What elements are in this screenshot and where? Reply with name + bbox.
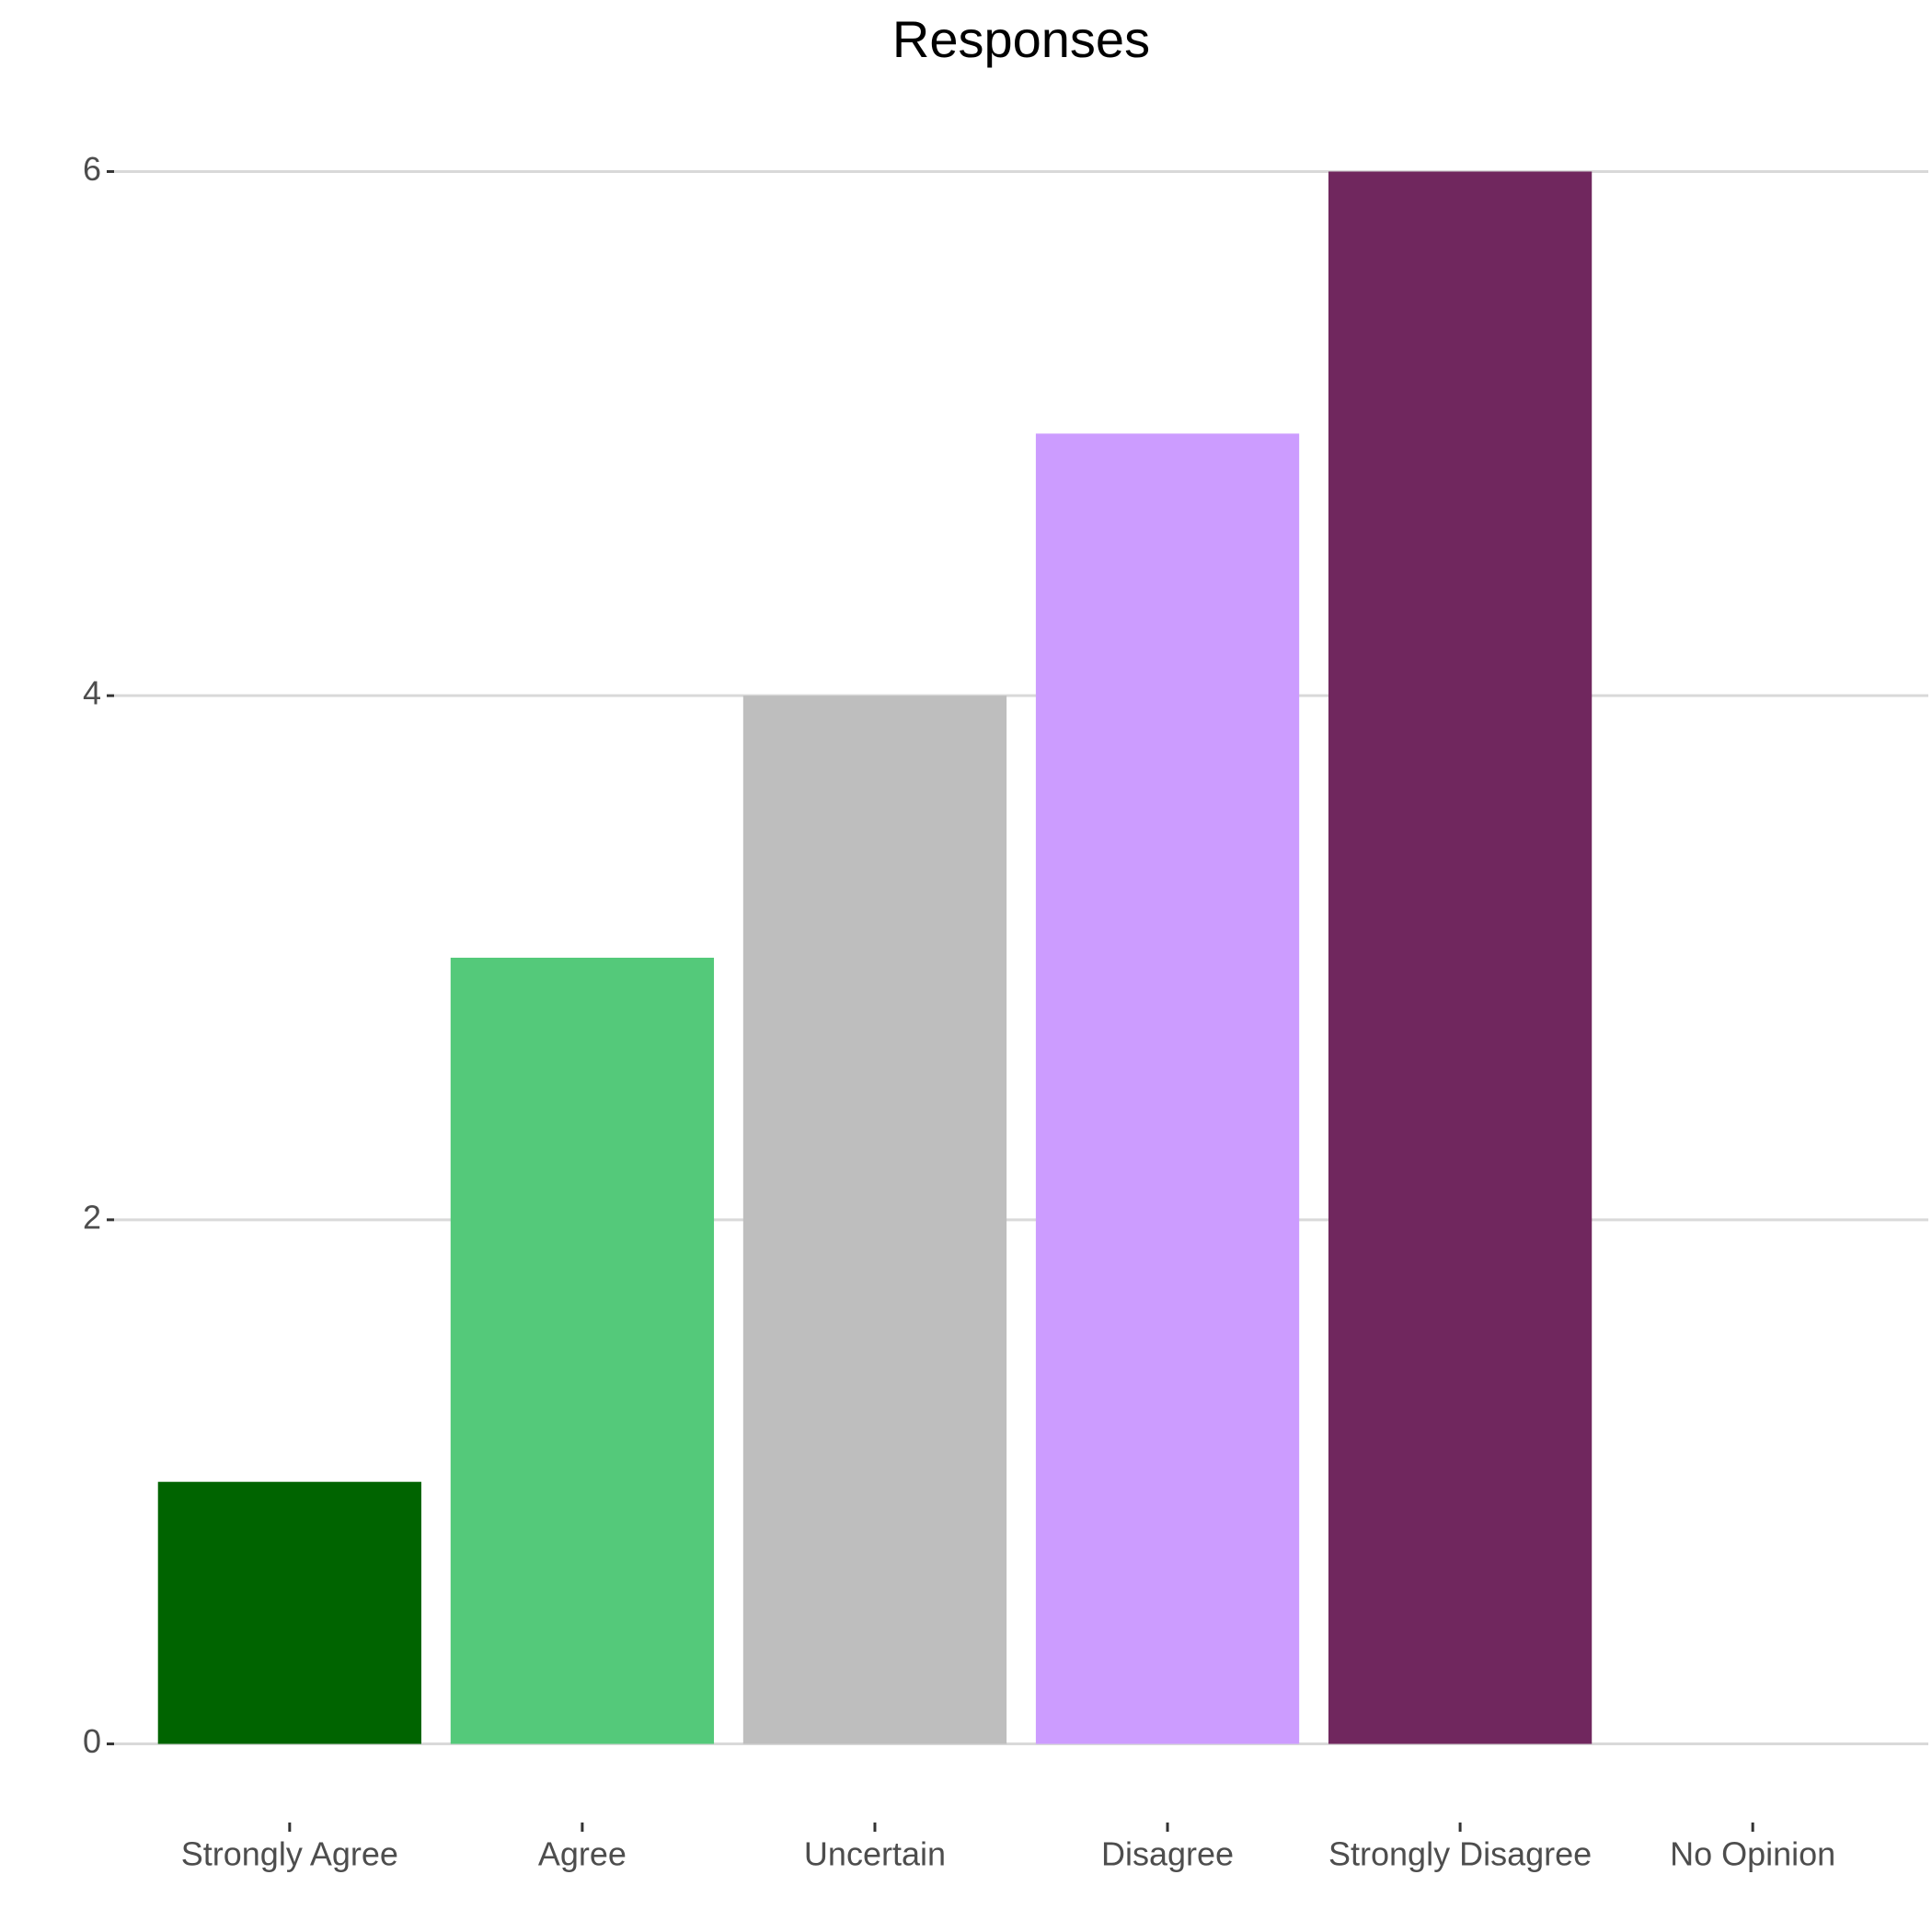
x-tick-label: Agree xyxy=(538,1835,627,1873)
y-tick-label: 6 xyxy=(83,150,101,188)
bar xyxy=(1035,433,1300,1744)
x-tick-label: Strongly Disagree xyxy=(1328,1835,1592,1873)
bar xyxy=(1328,171,1593,1744)
y-tick-label: 4 xyxy=(83,674,101,712)
x-tick-label: Disagree xyxy=(1101,1835,1234,1873)
chart-title: Responses xyxy=(892,10,1150,68)
x-tick-label: Strongly Agree xyxy=(181,1835,398,1873)
x-tick-label: Uncertain xyxy=(804,1835,946,1873)
y-tick-label: 2 xyxy=(83,1198,101,1236)
bar xyxy=(742,696,1007,1744)
bar xyxy=(450,958,715,1744)
bar xyxy=(157,1481,421,1744)
y-tick-label: 0 xyxy=(83,1722,101,1760)
x-tick-label: No Opinion xyxy=(1670,1835,1835,1873)
